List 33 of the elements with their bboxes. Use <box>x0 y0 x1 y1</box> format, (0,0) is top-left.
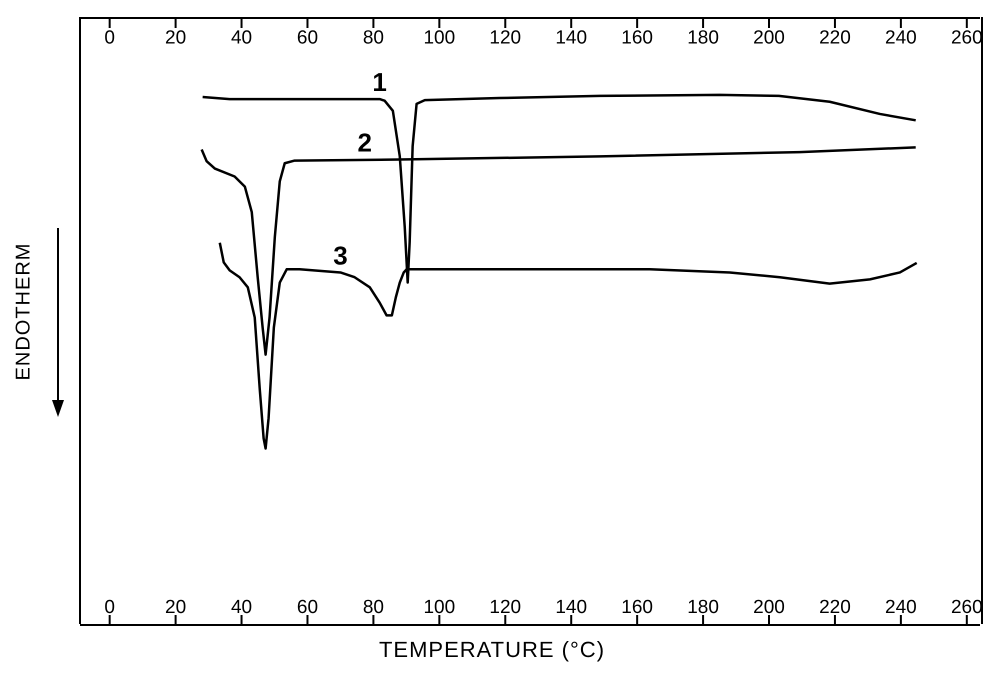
x-tick-label: 20 <box>165 597 186 618</box>
x-tick-label: 180 <box>687 597 719 618</box>
x-tick-label: 220 <box>819 597 851 618</box>
series-label: 3 <box>333 240 348 270</box>
x-tick-label: 260 <box>950 597 983 618</box>
x2-tick-label: 80 <box>362 27 384 48</box>
x-tick-label: 160 <box>621 597 653 618</box>
x2-tick-label: 160 <box>621 27 653 48</box>
x-tick-label: 60 <box>296 597 318 618</box>
series-label: 2 <box>358 128 372 158</box>
x2-tick-label: 260 <box>950 27 983 48</box>
series-label: 1 <box>372 67 387 98</box>
x2-tick-label: 120 <box>489 27 522 48</box>
x2-tick-label: 40 <box>230 27 252 48</box>
x2-tick-label: 220 <box>819 27 851 48</box>
x-axis-title: TEMPERATURE (°C) <box>378 637 606 663</box>
x2-tick-label: 140 <box>555 27 588 48</box>
x-tick-label: 40 <box>230 597 252 618</box>
x-tick-label: 0 <box>104 597 115 618</box>
x-tick-label: 240 <box>885 597 917 618</box>
x-tick-label: 140 <box>555 597 588 618</box>
x2-tick-label: 100 <box>423 27 456 48</box>
x-tick-label: 80 <box>362 597 384 618</box>
x-tick-label: 200 <box>753 597 785 618</box>
x2-tick-label: 0 <box>104 27 115 48</box>
x2-tick-label: 20 <box>165 27 186 48</box>
x2-tick-label: 200 <box>753 27 785 48</box>
x2-tick-label: 60 <box>296 27 318 48</box>
x2-tick-label: 240 <box>885 27 917 48</box>
x-tick-label: 100 <box>423 597 456 618</box>
x2-tick-label: 180 <box>687 27 719 48</box>
y-axis-title: ENDOTHERM <box>12 242 36 382</box>
x-tick-label: 120 <box>489 597 522 618</box>
